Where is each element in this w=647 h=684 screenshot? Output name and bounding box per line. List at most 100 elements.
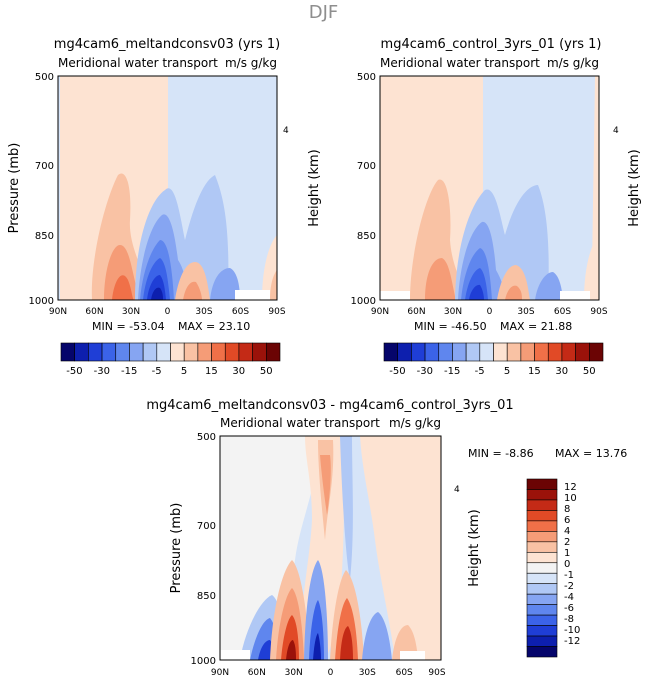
colorbar-swatch [526, 572, 558, 585]
colorbar-tick: -10 [564, 625, 580, 636]
x-tick-label: 0 [328, 668, 334, 678]
panel-3-max: MAX = 13.76 [555, 447, 627, 460]
y-tick-label: 850 [357, 231, 376, 242]
colorbar-tick: -8 [564, 614, 574, 625]
panel-1-units: m/s g/kg [225, 56, 277, 70]
panel-2-height-tick: 4 [613, 126, 619, 136]
colorbar-swatch [526, 541, 558, 553]
colorbar-tick: -12 [564, 636, 580, 647]
colorbar-swatch [224, 342, 240, 362]
panel-2-subtitle: Meridional water transport [380, 56, 540, 70]
colorbar-tick: -5 [475, 366, 485, 377]
colorbar-tick: 15 [528, 366, 541, 377]
panel-2-colorbar [383, 342, 604, 362]
x-tick-label: 0 [487, 307, 493, 317]
colorbar-tick: -1 [564, 570, 574, 581]
colorbar-tick: 0 [564, 559, 570, 570]
colorbar-swatch [479, 342, 494, 362]
panel-3-region [286, 640, 296, 660]
x-tick-label: 30N [285, 668, 303, 678]
colorbar-tick: 4 [564, 526, 570, 537]
panel-1-ylabel-right: Height (km) [307, 149, 322, 226]
panel-2-x-ticks: 90N 60N 30N 0 30S 60S 90S [371, 307, 608, 317]
x-tick-label: 90N [371, 307, 389, 317]
x-tick-label: 30N [122, 307, 140, 317]
colorbar-swatch [383, 342, 398, 362]
x-tick-label: 60S [554, 307, 571, 317]
panel-1-y-ticks: 500 700 850 1000 [29, 72, 54, 307]
panel-2-missing-data [560, 291, 590, 300]
colorbar-swatch [526, 478, 558, 490]
x-tick-label: 30S [517, 307, 534, 317]
panel-1-region [104, 245, 140, 300]
y-tick-label: 1000 [29, 296, 54, 307]
x-tick-label: 90S [590, 307, 607, 317]
colorbar-swatch [526, 489, 558, 501]
panel-3-height-tick: 4 [454, 485, 460, 495]
panel-2-region [535, 272, 563, 300]
colorbar-swatch [493, 342, 508, 362]
colorbar-swatch [424, 342, 440, 362]
page-title: DJF [308, 2, 339, 23]
colorbar-swatch [211, 342, 226, 362]
colorbar-tick: 50 [583, 366, 596, 377]
colorbar-tick: -4 [564, 592, 574, 603]
panel-3-title: mg4cam6_meltandconsv03 - mg4cam6_control… [146, 398, 513, 413]
panel-1-subtitle: Meridional water transport [58, 56, 218, 70]
colorbar-swatch [526, 635, 558, 647]
colorbar-swatch [252, 342, 267, 362]
panel-1-missing-data [235, 290, 270, 300]
panel-1-region [112, 275, 134, 300]
panel-2-region [505, 285, 522, 300]
colorbar-tick: 5 [504, 366, 510, 377]
colorbar-tick: -30 [417, 366, 433, 377]
colorbar-swatch [115, 342, 130, 362]
x-tick-label: 90N [49, 307, 67, 317]
colorbar-swatch [183, 342, 199, 362]
colorbar-swatch [575, 342, 590, 362]
colorbar-swatch [526, 499, 558, 511]
panel-3-region [360, 436, 441, 660]
x-tick-label: 30N [444, 307, 462, 317]
y-tick-label: 700 [35, 161, 54, 172]
panel-1-frame [57, 75, 278, 301]
panel-3-colorbar [526, 478, 558, 658]
colorbar-swatch [397, 342, 412, 362]
colorbar-tick: -2 [564, 581, 574, 592]
x-tick-label: 60S [396, 668, 413, 678]
colorbar-swatch [526, 593, 558, 605]
colorbar-swatch [526, 646, 558, 658]
colorbar-swatch [526, 551, 558, 564]
colorbar-tick: 10 [564, 493, 577, 504]
x-tick-label: 60N [85, 307, 103, 317]
panel-2-region [425, 258, 456, 300]
colorbar-tick: 5 [181, 366, 187, 377]
colorbar-swatch [526, 510, 558, 522]
colorbar-swatch [547, 342, 563, 362]
colorbar-swatch [526, 614, 558, 626]
panel-3-x-ticks: 90N 60N 30N 0 30S 60S 90S [211, 668, 446, 678]
x-tick-label: 0 [165, 307, 171, 317]
panel-3-min: MIN = -8.86 [468, 447, 534, 460]
panel-2-min: MIN = -46.50 [414, 320, 487, 333]
colorbar-swatch [526, 625, 558, 637]
panel-1-field [58, 76, 277, 300]
colorbar-tick: 8 [564, 504, 570, 515]
colorbar-tick: 30 [555, 366, 568, 377]
colorbar-swatch [526, 531, 558, 543]
colorbar-tick: 15 [205, 366, 218, 377]
panel-2-colorbar-ticks: -50 -30 -15 -5 5 15 30 50 [389, 366, 595, 377]
x-tick-label: 60N [407, 307, 425, 317]
panel-1-ylabel: Pressure (mb) [7, 143, 22, 234]
colorbar-swatch [74, 342, 89, 362]
y-tick-label: 850 [35, 231, 54, 242]
panel-1-region [91, 173, 150, 300]
panel-2-field [380, 76, 599, 300]
y-tick-label: 1000 [191, 656, 216, 667]
colorbar-swatch [101, 342, 117, 362]
colorbar-swatch [438, 342, 453, 362]
colorbar-swatch [60, 342, 75, 362]
colorbar-tick: -5 [152, 366, 162, 377]
panel-1-region [270, 270, 277, 300]
